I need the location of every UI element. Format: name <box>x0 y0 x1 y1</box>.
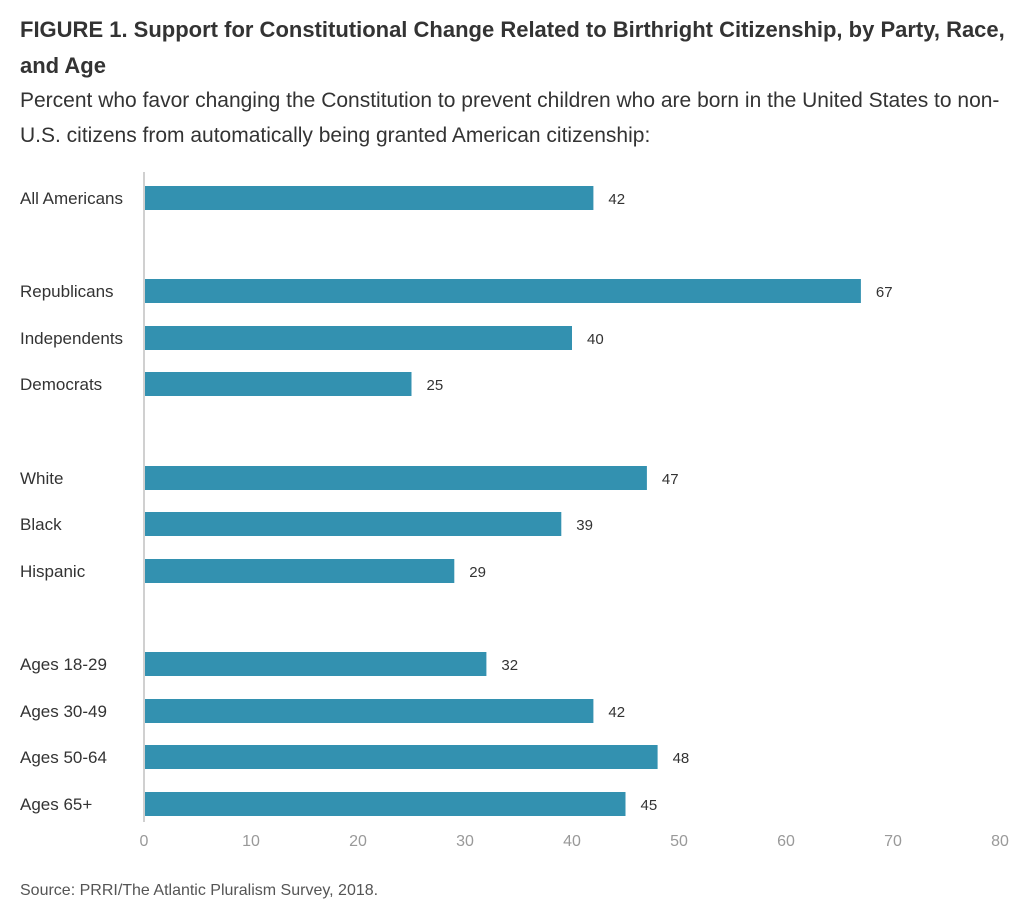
x-tick-label-70: 70 <box>884 833 902 850</box>
bar-hispanic <box>144 559 455 583</box>
value-label-republicans: 67 <box>876 284 893 301</box>
value-label-ages-18-29: 32 <box>501 657 518 674</box>
bar-white <box>144 466 647 490</box>
bar-chart: All Americans 42 Republicans 67 Independents… <box>20 172 1009 850</box>
bar-all-americans <box>144 186 594 210</box>
chart-subtitle: Percent who favor changing the Constitut… <box>20 89 1000 147</box>
value-label-all-americans: 42 <box>608 191 625 208</box>
value-label-ages-65: 45 <box>641 797 658 814</box>
x-tick-label-30: 30 <box>456 833 474 850</box>
value-label-independents: 40 <box>587 331 604 348</box>
source-note: Source: PRRI/The Atlantic Pluralism Surv… <box>20 882 379 899</box>
category-label-independents: Independents <box>20 329 123 348</box>
x-tick-label-50: 50 <box>670 833 688 850</box>
bar-democrats <box>144 372 412 396</box>
category-label-ages-30-49: Ages 30-49 <box>20 702 107 721</box>
category-label-white: White <box>20 469 63 488</box>
value-label-democrats: 25 <box>427 377 444 394</box>
category-label-ages-65: Ages 65+ <box>20 795 92 814</box>
bar-ages-30-49 <box>144 699 594 723</box>
category-label-black: Black <box>20 515 62 534</box>
bar-independents <box>144 326 572 350</box>
value-label-ages-30-49: 42 <box>608 704 625 721</box>
chart-title: FIGURE 1. Support for Constitutional Cha… <box>20 17 1005 78</box>
bar-ages-65 <box>144 792 626 816</box>
value-label-hispanic: 29 <box>469 564 486 581</box>
x-tick-label-20: 20 <box>349 833 367 850</box>
x-tick-label-40: 40 <box>563 833 581 850</box>
bar-republicans <box>144 279 861 303</box>
category-label-all-americans: All Americans <box>20 189 123 208</box>
x-tick-label-10: 10 <box>242 833 260 850</box>
category-label-democrats: Democrats <box>20 375 102 394</box>
category-label-ages-18-29: Ages 18-29 <box>20 655 107 674</box>
category-label-hispanic: Hispanic <box>20 562 86 581</box>
x-tick-label-0: 0 <box>140 833 149 850</box>
value-label-ages-50-64: 48 <box>673 750 690 767</box>
bar-ages-50-64 <box>144 745 658 769</box>
category-label-ages-50-64: Ages 50-64 <box>20 748 107 767</box>
bar-ages-18-29 <box>144 652 487 676</box>
value-label-black: 39 <box>576 517 593 534</box>
bar-black <box>144 512 562 536</box>
x-tick-label-60: 60 <box>777 833 795 850</box>
x-tick-label-80: 80 <box>991 833 1009 850</box>
value-label-white: 47 <box>662 471 679 488</box>
category-label-republicans: Republicans <box>20 282 114 301</box>
